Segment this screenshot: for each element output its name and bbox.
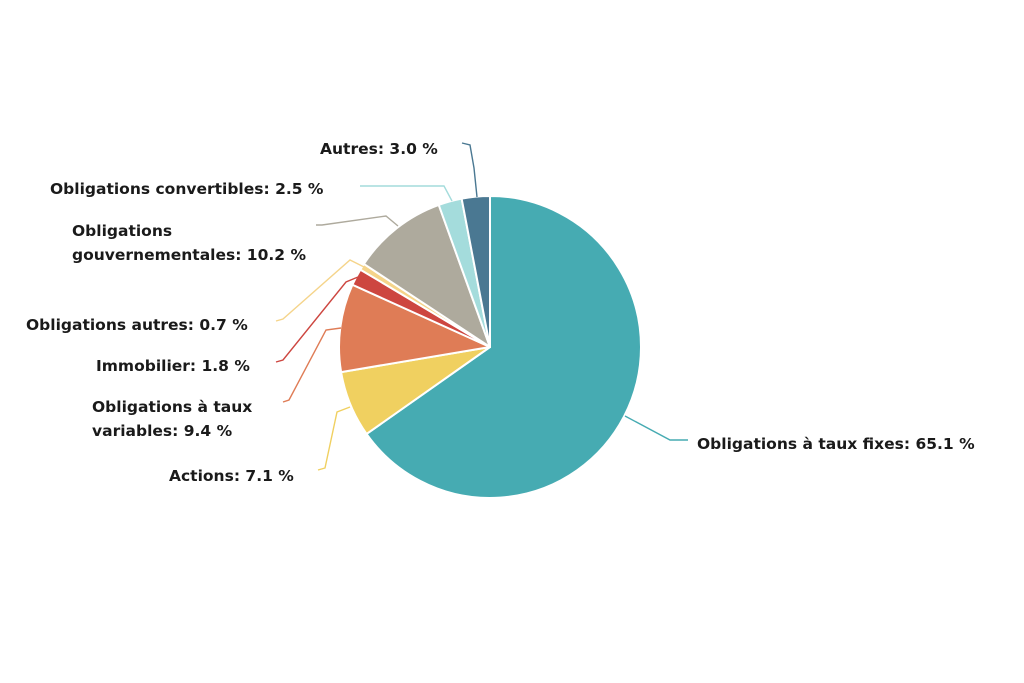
slice-label-immobilier: Immobilier: 1.8 % xyxy=(96,357,250,375)
slice-label-obligations-convertibles: Obligations convertibles: 2.5 % xyxy=(50,180,324,198)
slice-label-obligations-autres: Obligations autres: 0.7 % xyxy=(26,316,248,334)
connector-line xyxy=(316,215,399,227)
slice-label-autres: Autres: 3.0 % xyxy=(320,140,438,158)
pie-slice-obligations-taux-fixes xyxy=(365,195,642,499)
connector-line xyxy=(624,415,688,441)
slice-label-obligations-gouvernementales: Obligations gouvernementales: 10.2 % xyxy=(72,222,306,264)
connector-line xyxy=(275,276,359,363)
connector-line xyxy=(461,142,478,198)
connector-line xyxy=(317,406,351,471)
connector-line xyxy=(360,185,453,202)
slice-label-obligations-taux-fixes: Obligations à taux fixes: 65.1 % xyxy=(697,435,975,453)
connector-line xyxy=(282,327,342,403)
pie-slice-autres xyxy=(460,195,491,348)
connector-line xyxy=(275,259,365,322)
pie-slice-obligations-gouvernementales xyxy=(362,203,491,348)
slice-label-actions: Actions: 7.1 % xyxy=(169,467,294,485)
slice-label-obligations-taux-variables: Obligations à taux variables: 9.4 % xyxy=(92,398,253,440)
